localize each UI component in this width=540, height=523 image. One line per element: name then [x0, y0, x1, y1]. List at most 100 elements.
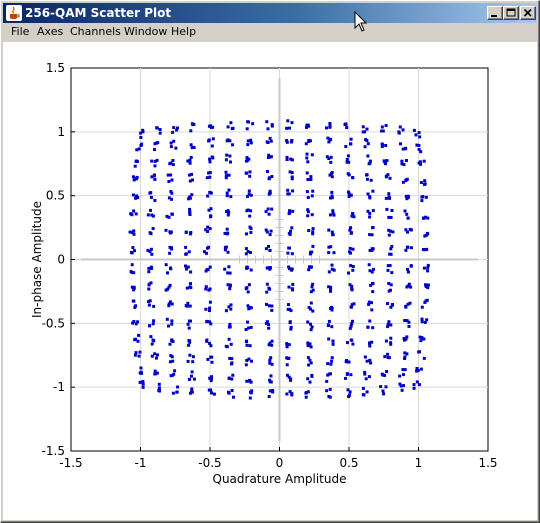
scatter-point: [368, 233, 372, 237]
scatter-point: [207, 171, 211, 175]
scatter-point: [185, 267, 188, 271]
scatter-point: [399, 142, 402, 146]
scatter-point: [164, 228, 168, 232]
scatter-point: [168, 283, 172, 287]
scatter-point: [184, 230, 188, 234]
menu-axes[interactable]: Axes: [37, 25, 64, 38]
scatter-point: [424, 233, 428, 237]
close-button[interactable]: [520, 6, 536, 20]
scatter-point: [245, 232, 248, 236]
scatter-point: [174, 146, 178, 150]
scatter-point: [151, 322, 155, 326]
scatter-point: [209, 379, 213, 383]
scatter-point: [344, 122, 348, 126]
scatter-point: [422, 159, 426, 163]
scatter-point: [402, 384, 405, 388]
menu-help[interactable]: Help: [171, 25, 197, 38]
scatter-point: [153, 369, 157, 373]
scatter-point: [135, 148, 139, 152]
scatter-point: [152, 174, 156, 178]
scatter-point: [287, 375, 291, 379]
scatter-point: [268, 380, 272, 384]
scatter-point: [309, 175, 313, 179]
scatter-point: [132, 178, 136, 182]
scatter-point: [264, 228, 268, 232]
scatter-point: [327, 337, 331, 341]
scatter-point: [289, 327, 293, 331]
scatter-point: [227, 325, 231, 329]
scatter-point: [169, 374, 173, 378]
scatter-point: [365, 390, 369, 394]
scatter-point: [149, 191, 153, 195]
scatter-point: [231, 143, 234, 147]
title-bar[interactable]: 256-QAM Scatter Plot: [3, 3, 537, 23]
scatter-point: [264, 210, 268, 213]
scatter-point: [138, 380, 142, 384]
scatter-point: [311, 244, 315, 248]
scatter-point: [246, 250, 250, 254]
scatter-point: [417, 350, 421, 354]
scatter-point: [289, 229, 292, 233]
scatter-point: [389, 341, 393, 345]
scatter-point: [421, 216, 425, 220]
scatter-point: [139, 366, 143, 370]
scatter-point: [167, 302, 171, 306]
scatter-point: [368, 161, 372, 165]
scatter-point: [419, 150, 423, 154]
scatter-point: [247, 189, 251, 193]
scatter-point: [424, 215, 427, 219]
scatter-point: [188, 158, 192, 162]
scatter-point: [407, 320, 411, 324]
y-tick-label: 0: [57, 253, 65, 267]
scatter-point: [169, 266, 172, 270]
scatter-point: [364, 138, 368, 142]
scatter-point: [287, 265, 291, 269]
scatter-point: [223, 267, 227, 271]
maximize-button[interactable]: [503, 6, 519, 20]
scatter-point: [329, 362, 333, 366]
minimize-button[interactable]: [487, 6, 503, 20]
scatter-point: [191, 123, 195, 127]
scatter-point: [291, 209, 295, 213]
scatter-point: [368, 269, 372, 273]
scatter-point: [209, 355, 213, 359]
scatter-point: [151, 214, 155, 218]
scatter-point: [330, 356, 334, 360]
scatter-point: [350, 287, 354, 291]
menu-file[interactable]: File: [11, 25, 30, 38]
scatter-point: [331, 339, 335, 343]
scatter-point: [171, 130, 175, 134]
scatter-point: [351, 319, 354, 323]
scatter-point: [419, 181, 423, 184]
scatter-point: [205, 176, 209, 180]
scatter-point: [132, 320, 136, 323]
scatter-point: [150, 213, 154, 217]
scatter-point: [420, 336, 424, 340]
menu-window[interactable]: Window: [124, 25, 168, 38]
scatter-point: [149, 281, 153, 285]
scatter-point: [290, 121, 294, 125]
scatter-point: [290, 226, 294, 230]
scatter-point: [290, 171, 294, 175]
scatter-point: [345, 372, 349, 376]
scatter-point: [185, 286, 189, 290]
scatter-point: [351, 212, 355, 216]
scatter-point: [330, 305, 333, 309]
scatter-point: [267, 326, 271, 330]
scatter-point: [305, 156, 309, 160]
scatter-point: [170, 319, 174, 323]
scatter-chart: -1.5 -1 -0.5 0 0.5 1 1.5 1.5 1 0.5 0 -0.5 -1 -1.5 Qua…: [30, 61, 498, 486]
scatter-point: [351, 247, 355, 251]
scatter-point: [417, 383, 421, 387]
menu-channels[interactable]: Channels: [70, 25, 121, 38]
scatter-point: [129, 270, 133, 274]
scatter-point: [291, 282, 295, 286]
scatter-point: [307, 268, 311, 272]
scatter-point: [146, 213, 150, 217]
scatter-point: [386, 264, 390, 268]
scatter-point: [329, 285, 333, 289]
scatter-point: [325, 389, 329, 393]
scatter-point: [368, 159, 372, 163]
scatter-point: [404, 304, 408, 308]
scatter-point: [268, 389, 272, 393]
